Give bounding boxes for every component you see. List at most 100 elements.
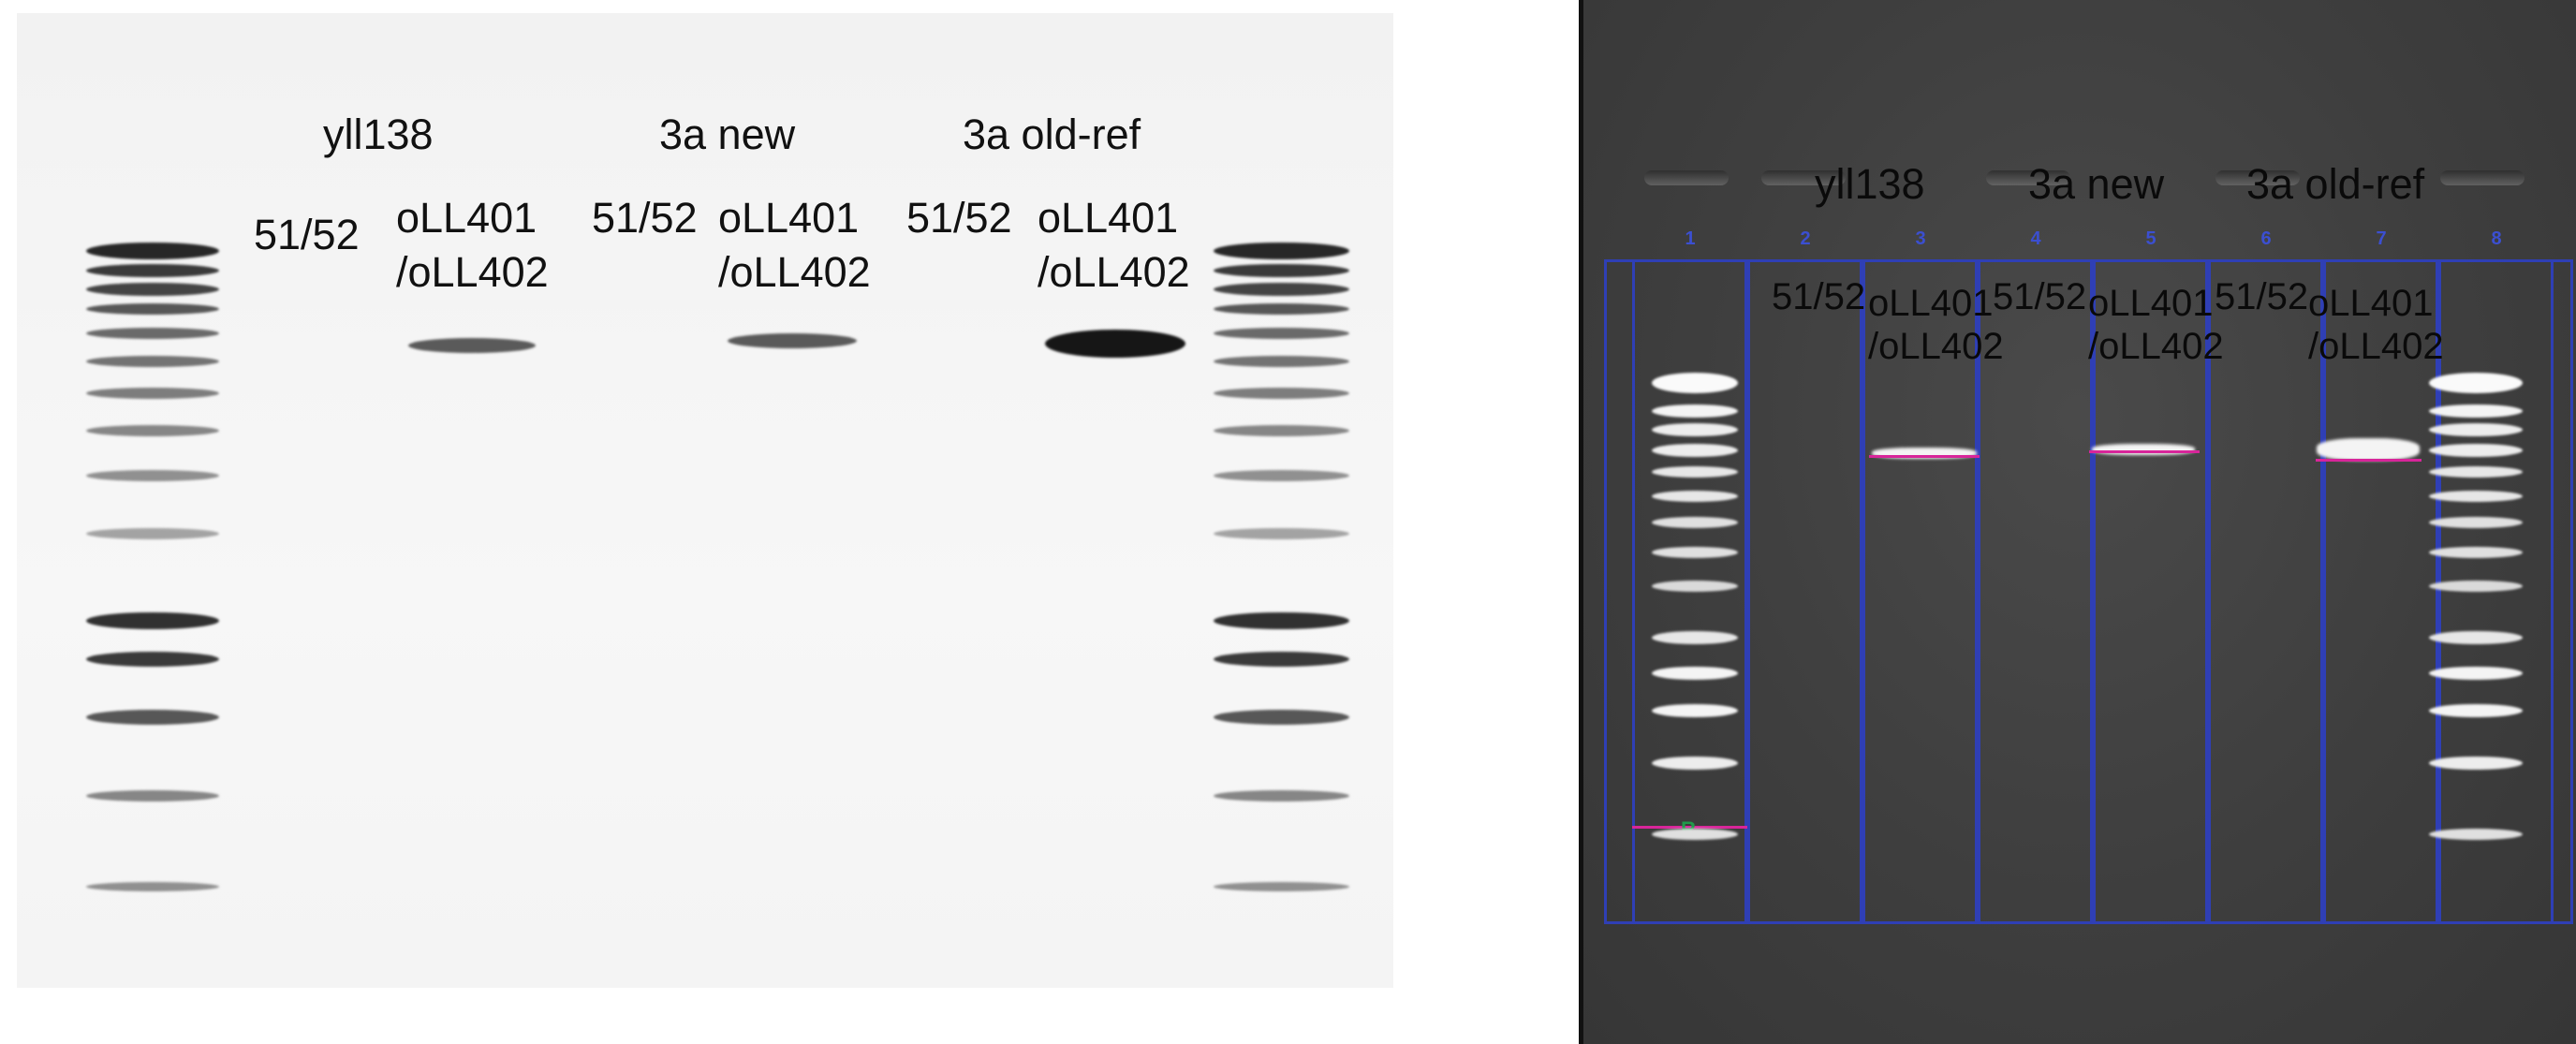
ladder-band [1214,652,1349,667]
ladder-band [2429,757,2523,770]
lane-box-2 [1747,259,1862,924]
ladder-band [2429,423,2523,436]
lane-label-oll401: oLL401 [2088,283,2214,324]
ladder-band [1214,243,1349,259]
lane-label-51-52: 51/52 [1993,276,2087,317]
lane-number: 4 [2030,228,2041,249]
lane-box-7 [2323,259,2438,924]
ladder-band [86,425,219,436]
ladder-band [1652,517,1738,528]
group-label-yll138: yll138 [1815,160,1925,208]
sample-band [2092,444,2195,455]
lane-label-oll402: /oLL402 [396,248,549,296]
ladder-band [1652,466,1738,478]
lane-label-51-52: 51/52 [906,194,1012,242]
ladder-band [1652,404,1738,418]
ladder-band [1652,547,1738,558]
ladder-band [86,303,219,315]
gel-well [1761,170,1846,185]
sample-band [1045,330,1185,358]
group-label-3a-old-ref: 3a old-ref [2246,160,2425,208]
lane-box-3 [1862,259,1978,924]
group-label-yll138: yll138 [323,110,434,158]
ladder-band [2429,444,2523,457]
ladder-band [2429,373,2523,393]
ladder-band [86,264,219,277]
lane-number: 5 [2145,228,2156,249]
group-label-3a-new: 3a new [2028,160,2165,208]
lane-box-8 [2438,259,2554,924]
ladder-band [1214,790,1349,801]
lane-label-oll401: oLL401 [718,194,860,242]
ladder-band [1214,303,1349,315]
group-label-3a-new: 3a new [659,110,796,158]
lane-box-1 [1632,259,1747,924]
ladder-band [1214,470,1349,481]
gel-well [1986,170,2070,185]
image-border [1579,0,1583,1044]
lane-label-oll402: /oLL402 [1038,248,1190,296]
fluorescent-gel-image: 1 2 3 4 5 6 7 8 yll138 3a new 3a old-ref… [1579,0,2576,1044]
lane-box-5 [2093,259,2208,924]
lane-label-oll401: oLL401 [1038,194,1179,242]
lane-label-oll402: /oLL402 [2088,326,2224,367]
ladder-band [1652,373,1738,393]
lane-number: 7 [2376,228,2387,249]
lane-box-4 [1978,259,2093,924]
group-label-3a-old-ref: 3a old-ref [963,110,1141,158]
lane-label-oll402: /oLL402 [1868,326,2004,367]
ladder-band [1214,283,1349,296]
ladder-band [1214,388,1349,399]
sample-band [408,338,536,353]
ladder-band [1214,264,1349,277]
ladder-band [2429,704,2523,717]
lane-label-oll401: oLL401 [396,194,537,242]
ladder-band [1214,328,1349,339]
ladder-band [1214,612,1349,629]
ladder-band [86,528,219,539]
ladder-band [2429,517,2523,528]
sample-band [728,333,857,348]
lane-label-51-52: 51/52 [1772,276,1866,317]
ladder-band [2429,631,2523,644]
gel-well [2215,170,2300,185]
lane-label-oll401: oLL401 [1868,283,1994,324]
lane-label-51-52: 51/52 [592,194,698,242]
ladder-band [86,790,219,801]
ladder-band [86,388,219,399]
lane-box-6 [2208,259,2323,924]
ladder-band [86,356,219,367]
ladder-band [1652,631,1738,644]
ladder-band [1214,528,1349,539]
ladder-band [1652,829,1738,840]
lane-number: 8 [2491,228,2502,249]
ladder-band [86,470,219,481]
ladder-band [1652,704,1738,717]
ladder-band [86,710,219,725]
lane-label-oll401: oLL401 [2308,283,2434,324]
lane-label-oll402: /oLL402 [718,248,871,296]
ladder-band [1652,444,1738,457]
inverted-gel-image: yll138 3a new 3a old-ref 51/52 oLL401 /o… [17,13,1393,988]
gel-well [2440,170,2524,185]
lane-number: 6 [2260,228,2272,249]
ladder-band [1652,581,1738,592]
ladder-band [86,652,219,667]
band-marker [1869,455,1980,458]
lane-number: 1 [1685,228,1696,249]
band-marker [2316,459,2421,462]
ladder-band [86,328,219,339]
ladder-band [2429,581,2523,592]
ladder-band [2429,547,2523,558]
ladder-band [1652,491,1738,502]
ladder-band [86,243,219,259]
ladder-band [2429,829,2523,840]
lane-number: 3 [1915,228,1926,249]
ladder-band [2429,466,2523,478]
lane-label-51-52: 51/52 [2215,276,2309,317]
sample-band [2317,438,2420,461]
reference-marker-line [1632,826,1747,829]
ladder-band [86,612,219,629]
lane-label-51-52: 51/52 [254,211,360,258]
gel-well [1644,170,1729,185]
